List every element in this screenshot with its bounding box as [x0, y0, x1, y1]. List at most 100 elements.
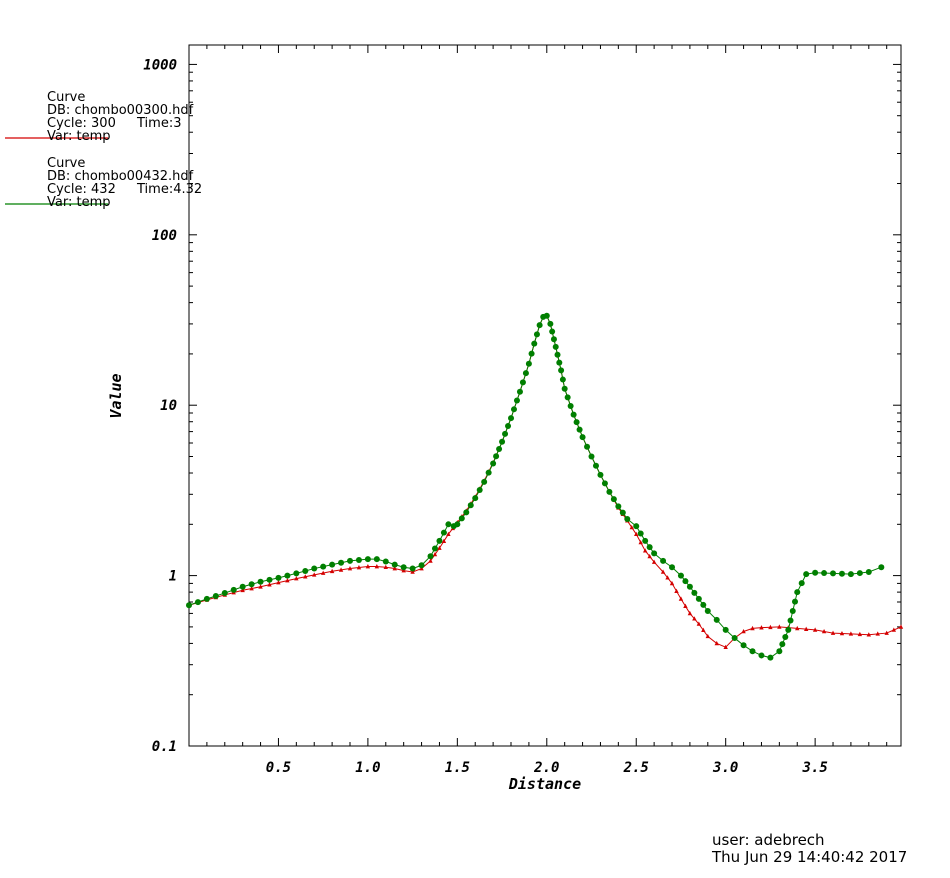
legend-time: Time:3 — [137, 116, 182, 131]
data-point — [558, 367, 565, 374]
data-point — [723, 644, 728, 650]
data-point — [891, 627, 897, 632]
data-point — [391, 561, 398, 568]
legend-var: Var: temp — [47, 129, 111, 144]
data-point — [410, 569, 415, 574]
data-point — [798, 580, 805, 587]
footer-date: Thu Jun 29 14:40:42 2017 — [712, 848, 908, 866]
data-point — [674, 588, 679, 593]
data-point — [493, 453, 500, 460]
y-axis-title: Value — [107, 373, 125, 418]
data-point — [561, 385, 568, 392]
data-point — [848, 631, 854, 636]
data-point — [499, 438, 506, 445]
data-point — [633, 523, 640, 530]
data-point — [779, 641, 786, 648]
data-point — [248, 581, 255, 588]
data-point — [787, 617, 794, 624]
data-point — [691, 589, 698, 596]
legend-cycle-time: Cycle: 300 Time:3 — [47, 117, 193, 130]
data-point — [293, 570, 300, 577]
data-point — [513, 397, 520, 404]
data-point — [329, 561, 336, 568]
y-tick-label: 1 — [169, 569, 177, 585]
data-point — [311, 565, 318, 572]
footer-info: user: adebrech Thu Jun 29 14:40:42 2017 — [712, 832, 907, 866]
data-point — [312, 572, 317, 577]
data-point — [647, 553, 652, 559]
data-point — [584, 443, 591, 450]
data-point — [700, 601, 707, 608]
data-point — [525, 360, 532, 367]
data-point — [579, 434, 586, 441]
data-point — [701, 627, 706, 632]
data-point — [682, 578, 689, 585]
data-point — [437, 545, 442, 550]
x-tick-label: 2.0 — [533, 760, 559, 776]
data-point — [559, 376, 566, 383]
data-point — [592, 462, 599, 469]
data-point — [550, 336, 557, 343]
data-point — [619, 509, 626, 516]
data-point — [440, 529, 447, 536]
data-point — [731, 635, 738, 642]
data-point — [472, 495, 479, 502]
data-point — [432, 551, 438, 557]
data-point — [392, 566, 397, 571]
data-point — [696, 621, 702, 626]
data-point — [651, 550, 658, 557]
data-point — [812, 569, 819, 576]
data-point — [547, 320, 554, 327]
data-point — [531, 340, 538, 347]
data-point — [642, 548, 648, 553]
data-point — [409, 565, 416, 572]
data-point — [258, 584, 263, 589]
data-point — [856, 570, 863, 577]
data-point — [373, 556, 380, 563]
data-point — [741, 628, 746, 634]
data-point — [637, 530, 644, 537]
data-point — [528, 350, 535, 357]
data-point — [249, 586, 254, 591]
data-point — [677, 572, 684, 579]
x-tick-label: 1.5 — [445, 760, 470, 776]
data-point — [302, 567, 309, 574]
legend-db: DB: chombo00432.hdf — [47, 169, 194, 184]
data-point — [320, 570, 326, 575]
y-tick-label: 1000 — [143, 57, 177, 73]
data-point — [789, 608, 796, 615]
series-line — [188, 315, 902, 648]
data-point — [865, 568, 872, 575]
data-point — [427, 553, 434, 560]
data-point — [665, 575, 670, 580]
data-point — [431, 545, 438, 552]
data-point — [338, 559, 345, 566]
data-point — [186, 602, 192, 609]
data-point — [803, 626, 809, 631]
data-point — [347, 557, 354, 564]
data-point — [875, 631, 880, 636]
data-point — [522, 370, 529, 377]
data-point — [615, 503, 622, 510]
data-point — [445, 521, 452, 528]
data-point — [714, 640, 719, 646]
data-point — [556, 359, 563, 366]
legend-db: DB: chombo00300.hdf — [47, 103, 194, 118]
x-axis-title: Distance — [508, 775, 581, 793]
data-point — [785, 626, 792, 633]
data-point — [705, 633, 710, 639]
data-point — [692, 616, 697, 621]
data-point — [485, 469, 492, 476]
data-point — [212, 592, 219, 599]
y-tick-label: 0.1 — [152, 739, 177, 755]
data-point — [285, 578, 290, 583]
data-point — [803, 571, 810, 578]
data-point — [536, 322, 543, 329]
data-point — [496, 446, 503, 453]
data-point — [857, 631, 863, 637]
data-point — [382, 558, 389, 565]
data-point — [543, 312, 550, 319]
legend-entry-1: Curve DB: chombo00300.hdf Cycle: 300 Time… — [47, 91, 193, 143]
data-point — [782, 634, 789, 641]
data-point — [240, 587, 245, 593]
